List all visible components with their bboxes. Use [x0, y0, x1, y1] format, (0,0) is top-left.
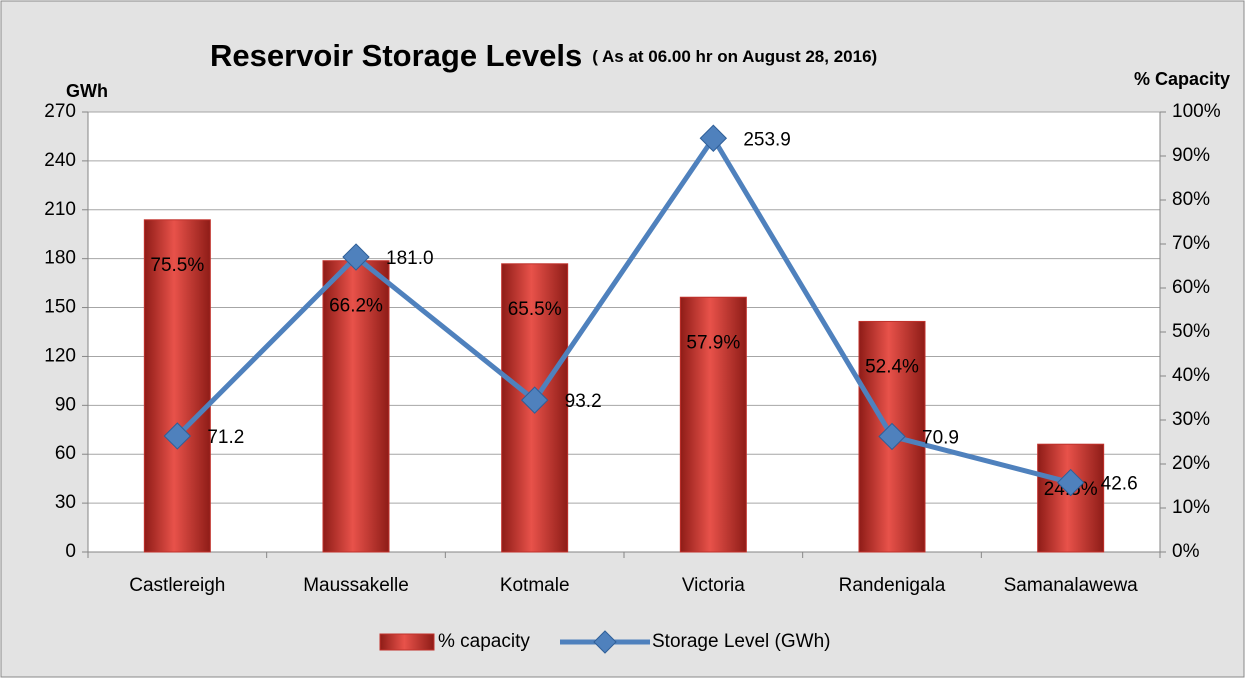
bar [679, 296, 747, 553]
line-marker [878, 422, 906, 451]
line-marker [342, 243, 370, 271]
y-tick-label: 60 [55, 443, 76, 464]
y-axis-title: GWh [66, 81, 108, 101]
line-value-label: 71.2 [207, 427, 244, 448]
x-tick-label: Randenigala [839, 575, 946, 596]
y-tick-label: 180 [44, 248, 76, 269]
y2-tick-label: 10% [1172, 497, 1210, 518]
y2-tick-label: 90% [1172, 145, 1210, 166]
line-value-label: 181.0 [386, 248, 434, 269]
title-sub: ( As at 06.00 hr on August 28, 2016) [592, 47, 877, 66]
line-marker [520, 386, 549, 414]
legend-swatch [593, 630, 617, 654]
bar-value-label: 57.9% [686, 332, 740, 353]
y-tick-label: 120 [44, 345, 76, 366]
y-tick-label: 150 [44, 297, 76, 318]
y-tick-label: 270 [44, 101, 76, 122]
y2-tick-label: 40% [1172, 365, 1210, 386]
bar [143, 219, 211, 553]
legend-swatch [379, 633, 435, 651]
line-value-label: 42.6 [1101, 474, 1138, 495]
y-tick-label: 0 [65, 541, 76, 562]
line [175, 133, 1072, 485]
y2-axis-title: % Capacity [1134, 69, 1230, 89]
line-marker [1056, 468, 1085, 497]
y-tick-label: 30 [55, 492, 76, 513]
line-marker [699, 124, 728, 152]
x-tick-label: Castlereigh [129, 575, 225, 596]
line-value-label: 70.9 [922, 427, 959, 448]
y2-tick-label: 20% [1172, 453, 1210, 474]
bar [1037, 443, 1105, 553]
y2-tick-label: 70% [1172, 233, 1210, 254]
line-value-label: 253.9 [743, 129, 791, 150]
line-value-label: 93.2 [565, 391, 602, 412]
title-main: Reservoir Storage Levels [210, 38, 582, 73]
bar-value-label: 66.2% [329, 296, 383, 317]
plot-area [88, 112, 1160, 552]
y-tick-label: 240 [44, 150, 76, 171]
y2-tick-label: 0% [1172, 541, 1200, 562]
legend-label: % capacity [438, 631, 530, 652]
bar [322, 260, 390, 553]
line-marker [163, 422, 192, 450]
x-tick-label: Samanalawewa [1004, 575, 1139, 596]
y2-tick-label: 50% [1172, 321, 1210, 342]
y2-tick-label: 100% [1172, 101, 1221, 122]
y2-tick-label: 80% [1172, 189, 1210, 210]
y2-tick-label: 60% [1172, 277, 1210, 298]
y2-tick-label: 30% [1172, 409, 1210, 430]
x-tick-label: Kotmale [500, 575, 570, 596]
x-tick-label: Victoria [682, 575, 745, 596]
legend-label: Storage Level (GWh) [652, 631, 830, 652]
x-tick-label: Maussakelle [303, 575, 409, 596]
bar-value-label: 65.5% [508, 299, 562, 320]
y-tick-label: 90 [55, 394, 76, 415]
y-tick-label: 210 [44, 199, 76, 220]
chart-title: Reservoir Storage Levels ( As at 06.00 hr… [210, 38, 877, 73]
bar-value-label: 75.5% [150, 255, 204, 276]
bar-value-label: 52.4% [865, 356, 919, 377]
